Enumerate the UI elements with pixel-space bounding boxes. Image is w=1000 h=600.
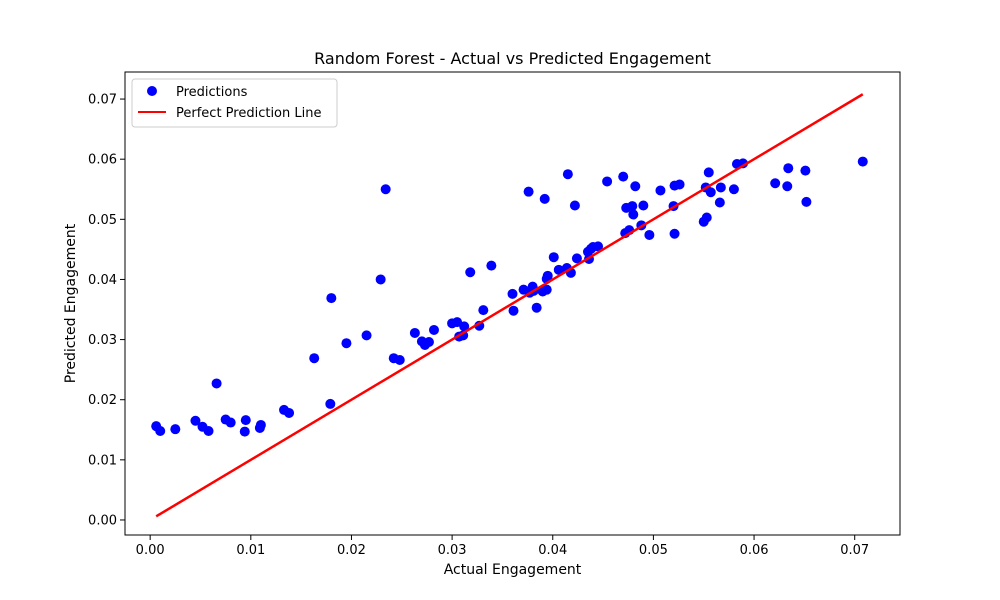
prediction-point — [593, 241, 604, 252]
prediction-point — [669, 228, 680, 239]
prediction-point — [531, 302, 542, 313]
prediction-point — [239, 426, 250, 437]
prediction-point — [714, 197, 725, 208]
x-tick-label: 0.06 — [740, 543, 769, 558]
prediction-point — [553, 264, 564, 275]
prediction-point — [478, 305, 489, 316]
prediction-point — [508, 305, 519, 316]
prediction-point — [627, 201, 638, 212]
axes-frame — [124, 71, 901, 536]
y-tick-label: 0.02 — [88, 393, 117, 408]
prediction-point — [602, 176, 613, 187]
prediction-point — [325, 398, 336, 409]
y-axis: 0.00 0.01 0.02 0.03 0.04 0.05 0.06 0.07 — [88, 93, 125, 528]
prediction-point — [644, 229, 655, 240]
prediction-point — [770, 178, 781, 189]
legend-marker-predictions — [147, 86, 157, 96]
prediction-point — [542, 270, 553, 281]
prediction-point — [857, 156, 868, 167]
prediction-point — [255, 419, 266, 430]
prediction-point — [170, 424, 181, 435]
prediction-point — [801, 196, 812, 207]
y-tick-label: 0.03 — [88, 333, 117, 348]
prediction-point — [638, 200, 649, 211]
prediction-point — [539, 193, 550, 204]
y-tick-label: 0.00 — [88, 513, 117, 528]
legend-label-predictions: Predictions — [176, 85, 248, 100]
x-tick-label: 0.04 — [538, 543, 567, 558]
y-tick-label: 0.06 — [88, 153, 117, 168]
x-tick-label: 0.07 — [840, 543, 869, 558]
prediction-point — [618, 171, 629, 182]
prediction-point — [190, 415, 201, 426]
y-tick-label: 0.04 — [88, 273, 117, 288]
prediction-point — [326, 293, 337, 304]
y-tick-label: 0.01 — [88, 453, 117, 468]
y-tick-label: 0.05 — [88, 213, 117, 228]
perfect-prediction-line — [155, 93, 864, 518]
prediction-point — [409, 327, 420, 338]
prediction-point — [361, 330, 372, 341]
prediction-point — [782, 181, 793, 192]
prediction-point — [240, 415, 251, 426]
x-axis: 0.00 0.01 0.02 0.03 0.04 0.05 0.06 0.07 — [136, 535, 869, 558]
prediction-point — [571, 253, 582, 264]
x-tick-label: 0.03 — [438, 543, 467, 558]
prediction-point — [523, 186, 534, 197]
y-axis-label: Predicted Engagement — [63, 223, 79, 383]
chart-title: Random Forest - Actual vs Predicted Enga… — [314, 49, 711, 68]
legend: Predictions Perfect Prediction Line — [131, 78, 338, 128]
prediction-point — [728, 184, 739, 195]
prediction-point — [705, 187, 716, 198]
prediction-point — [465, 267, 476, 278]
x-axis-label: Actual Engagement — [444, 562, 582, 578]
plot-area — [151, 93, 868, 518]
prediction-point — [459, 321, 470, 332]
prediction-point — [674, 179, 685, 190]
prediction-point — [800, 165, 811, 176]
prediction-point — [309, 353, 320, 364]
prediction-point — [548, 252, 559, 263]
prediction-point — [203, 425, 214, 436]
x-tick-label: 0.00 — [136, 543, 165, 558]
prediction-point — [569, 200, 580, 211]
prediction-point — [225, 417, 236, 428]
prediction-point — [541, 284, 552, 295]
prediction-point — [380, 184, 391, 195]
x-tick-label: 0.01 — [236, 543, 265, 558]
prediction-point — [715, 182, 726, 193]
legend-box — [131, 78, 338, 128]
x-tick-label: 0.02 — [337, 543, 366, 558]
prediction-point — [783, 163, 794, 174]
prediction-point — [628, 209, 639, 220]
prediction-point — [341, 338, 352, 349]
prediction-point — [211, 378, 222, 389]
prediction-point — [655, 185, 666, 196]
prediction-point — [375, 274, 386, 285]
prediction-point — [507, 288, 518, 299]
prediction-point — [423, 336, 434, 347]
prediction-point — [562, 169, 573, 180]
prediction-point — [428, 324, 439, 335]
y-tick-label: 0.07 — [88, 93, 117, 108]
prediction-point — [630, 181, 641, 192]
prediction-point — [701, 212, 712, 223]
legend-label-perfect: Perfect Prediction Line — [176, 106, 321, 121]
prediction-point — [486, 260, 497, 271]
prediction-point — [394, 355, 405, 366]
x-tick-label: 0.05 — [639, 543, 668, 558]
prediction-point — [155, 425, 166, 436]
prediction-point — [703, 167, 714, 178]
prediction-point — [284, 407, 295, 418]
